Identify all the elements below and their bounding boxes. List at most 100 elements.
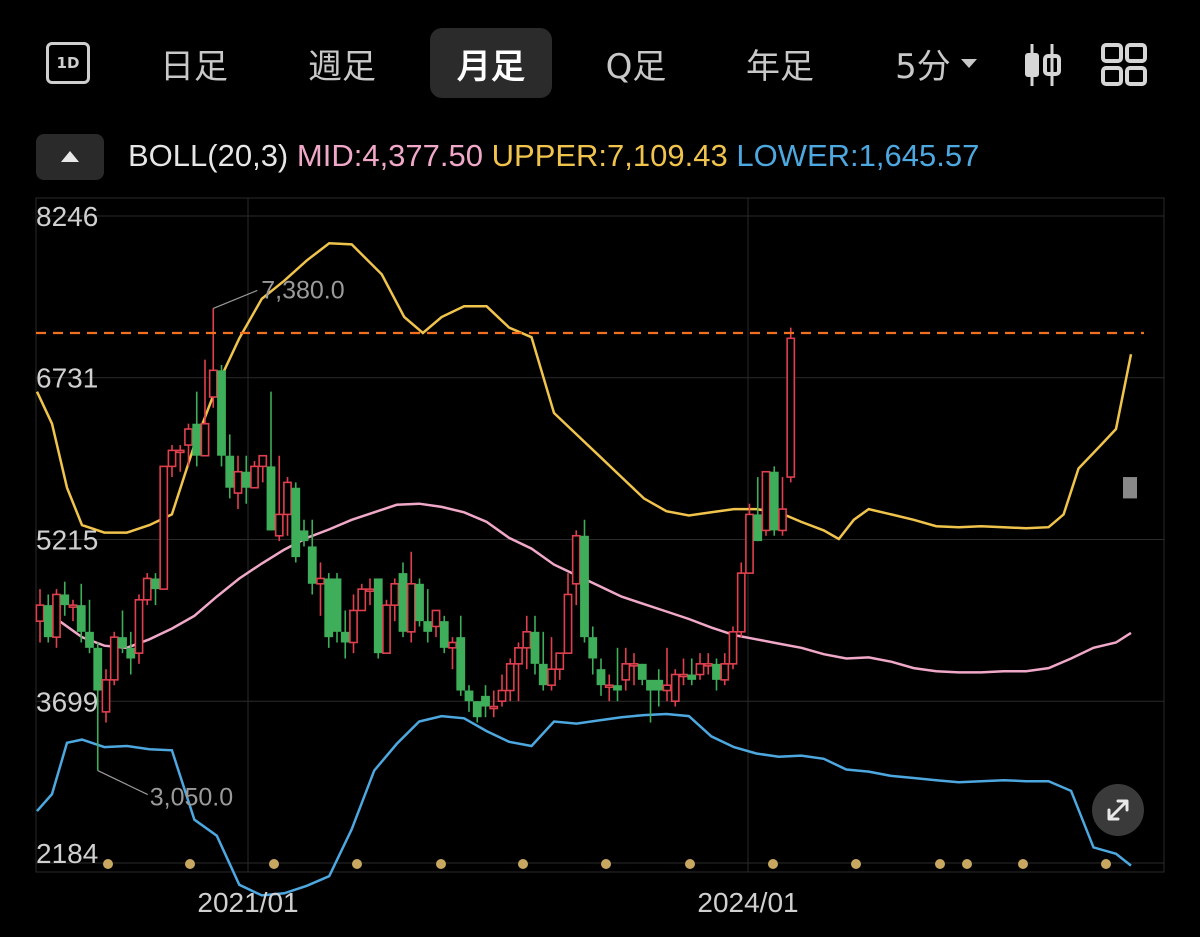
minute-interval-select[interactable]: 5分 (884, 28, 988, 98)
candle-body (571, 534, 581, 585)
indicator-collapse-button[interactable] (36, 134, 104, 180)
event-marker (352, 859, 362, 869)
candle (712, 658, 721, 691)
candle (151, 573, 160, 606)
candle (464, 685, 474, 712)
event-marker (269, 859, 279, 869)
candle-body (720, 663, 730, 681)
tab-monthly[interactable]: 月足 (430, 28, 552, 98)
candle (670, 669, 680, 707)
candle (514, 642, 523, 702)
event-marker (185, 859, 195, 869)
candlestick-icon[interactable] (1020, 42, 1064, 88)
candle-body (373, 578, 383, 654)
grid-icon[interactable] (1100, 42, 1148, 88)
candle (621, 647, 631, 691)
candle (299, 519, 309, 547)
candle-body (233, 470, 243, 494)
candle (35, 589, 45, 643)
candle (505, 658, 515, 702)
candle-body (786, 337, 796, 478)
candle-body (778, 508, 787, 532)
chart-grid (35, 197, 1165, 873)
candle-body (481, 695, 490, 707)
candle-body (745, 513, 754, 574)
event-marker (1101, 859, 1111, 869)
event-marker (851, 859, 861, 869)
candle (266, 391, 276, 531)
candle-body (464, 690, 474, 702)
pending-candle (1123, 477, 1137, 499)
interval-1d-icon[interactable]: 1D (46, 42, 90, 84)
candle (753, 477, 763, 542)
candle (662, 647, 672, 702)
candle (547, 637, 556, 691)
chevron-down-icon (960, 58, 977, 68)
tab-weekly[interactable]: 週足 (308, 46, 376, 87)
candle (175, 445, 185, 472)
x-tick-label: 2021/01 (197, 887, 298, 918)
candle-body (514, 647, 523, 665)
candle (93, 642, 103, 771)
candle (274, 455, 284, 542)
candle (786, 327, 796, 483)
candle (481, 685, 490, 718)
tab-daily[interactable]: 日足 (160, 46, 228, 87)
candle-body (316, 577, 325, 585)
candle-body (101, 679, 111, 713)
candle-body (695, 663, 705, 676)
candle-body (68, 604, 78, 608)
candle-body (225, 455, 235, 488)
candle-body (217, 370, 226, 456)
candle-body (109, 636, 119, 681)
candle-body (505, 663, 515, 692)
candle-body (60, 594, 70, 606)
candle (728, 626, 738, 670)
candle-body (76, 605, 86, 632)
candle-body (357, 588, 367, 612)
candle-body (365, 588, 375, 592)
candle-body (472, 701, 482, 718)
candle-body (382, 604, 391, 654)
candle-body (489, 705, 499, 710)
candle-body (687, 674, 697, 680)
candle-body (423, 621, 433, 632)
expand-chart-button[interactable] (1092, 784, 1144, 836)
candle-body (299, 530, 309, 542)
candle-body (43, 605, 53, 638)
candle (448, 637, 457, 670)
candle (769, 466, 779, 536)
high-annotation: 7,380.0 (261, 276, 344, 304)
x-tick-label: 2024/01 (697, 887, 798, 918)
candle-body (258, 454, 268, 468)
candle-body (547, 668, 556, 686)
candle-body (184, 428, 193, 446)
candle (76, 583, 86, 643)
candle (398, 562, 408, 638)
candle-body (604, 684, 614, 688)
candle (217, 364, 226, 467)
candle (225, 434, 235, 499)
candle-body (456, 637, 466, 691)
candle-body (613, 685, 622, 691)
candle (654, 669, 664, 707)
candle (60, 581, 70, 616)
high-annotation-leader (213, 289, 258, 309)
event-marker (685, 859, 695, 869)
candle-body (52, 593, 61, 638)
tab-quarterly[interactable]: Q足 (605, 46, 667, 87)
candle-body (580, 535, 589, 638)
y-tick-label: 8246 (36, 201, 98, 232)
price-chart[interactable]: 7,380.0 3,050.0 8246 6731 5215 3699 2184 2021/… (0, 190, 1200, 930)
tab-yearly[interactable]: 年足 (746, 46, 814, 87)
candle-body (654, 679, 664, 691)
candle (258, 454, 268, 483)
candle (588, 626, 598, 675)
candle-body (629, 663, 639, 667)
candle-body (332, 578, 342, 632)
candle (415, 578, 424, 627)
candle (126, 631, 136, 675)
candle (357, 583, 367, 612)
candle (637, 663, 647, 686)
timeframe-toolbar: 日足 週足 月足 Q足 年足 5分 (0, 28, 1200, 100)
